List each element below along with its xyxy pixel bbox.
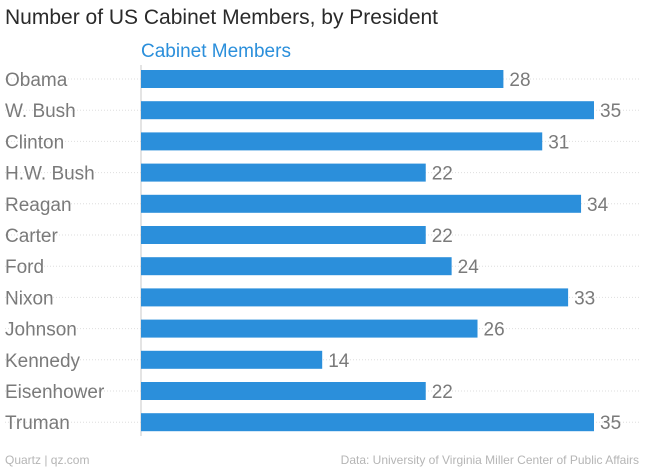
bar: [141, 101, 594, 120]
value-label: 34: [587, 195, 609, 216]
category-label: H.W. Bush: [5, 164, 95, 185]
category-label: Truman: [5, 413, 70, 434]
bar: [141, 257, 452, 276]
value-label: 14: [328, 351, 350, 372]
category-label: Kennedy: [5, 351, 81, 372]
bar: [141, 319, 478, 338]
category-label: Nixon: [5, 288, 54, 309]
bars: Obama 28 W. Bush 35 Clinton 31 H.W. Bush 22 Reag…: [5, 70, 621, 434]
category-label: Clinton: [5, 132, 64, 153]
bar: [141, 382, 426, 400]
bar: [141, 163, 426, 182]
value-label: 31: [548, 132, 569, 153]
footer-source-right: Data: University of Virginia Miller Cent…: [340, 453, 639, 467]
bar: [141, 194, 582, 213]
bar: [141, 413, 594, 432]
value-label: 24: [458, 257, 480, 278]
grid-lines: [5, 78, 640, 423]
category-label: Obama: [5, 70, 68, 91]
bar: [141, 350, 323, 369]
bar: [141, 226, 426, 244]
bar: [141, 288, 569, 307]
value-label: 22: [432, 226, 453, 247]
series-label: Cabinet Members: [141, 41, 291, 62]
bar: [141, 70, 504, 88]
value-label: 22: [432, 164, 453, 185]
bar: [141, 132, 543, 151]
category-label: Carter: [5, 226, 58, 247]
chart-title: Number of US Cabinet Members, by Preside…: [5, 6, 439, 29]
category-label: Johnson: [5, 320, 77, 341]
category-label: Reagan: [5, 195, 72, 216]
value-label: 35: [600, 413, 621, 434]
category-label: Ford: [5, 257, 44, 278]
value-label: 26: [484, 320, 505, 341]
category-label: Eisenhower: [5, 382, 105, 403]
category-label: W. Bush: [5, 101, 76, 122]
value-label: 33: [574, 288, 595, 309]
value-label: 35: [600, 101, 621, 122]
bar-chart: Cabinet Members Obama 28 W. Bush 35 Clinton 3…: [5, 41, 640, 436]
value-label: 22: [432, 382, 453, 403]
footer-source-left: Quartz | qz.com: [5, 453, 90, 467]
value-label: 28: [509, 70, 530, 91]
